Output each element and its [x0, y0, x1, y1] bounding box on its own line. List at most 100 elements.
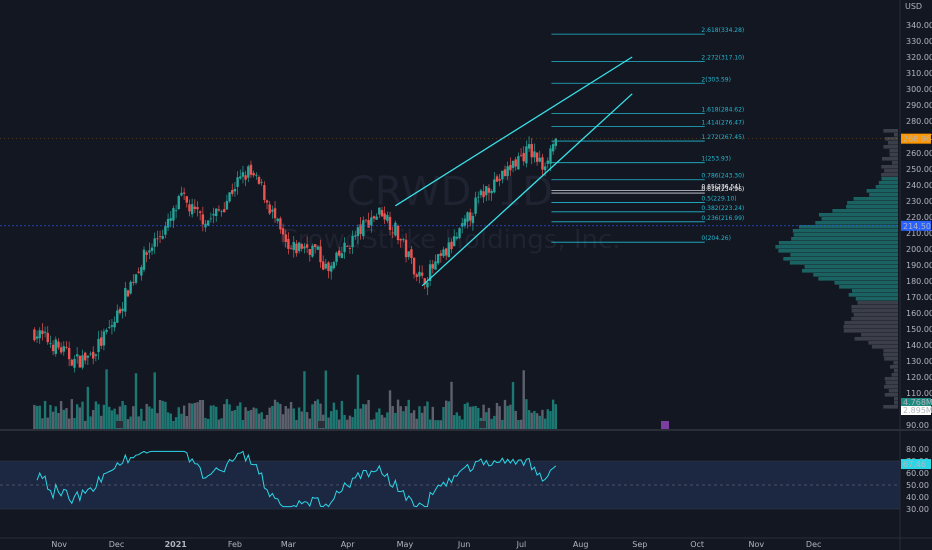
volume-bar — [257, 413, 261, 429]
candle-body — [241, 172, 245, 177]
volume-profile-bar — [889, 365, 898, 369]
volume-bar — [113, 408, 116, 429]
candle-body — [490, 190, 493, 194]
volume-bar — [215, 406, 218, 429]
volume-profile-bar — [891, 373, 898, 377]
currency-label: USD — [905, 2, 922, 11]
volume-bar — [204, 417, 207, 429]
volume-bar — [78, 407, 82, 429]
volume-bar — [426, 401, 429, 429]
volume-bar — [233, 410, 237, 429]
candle-body — [260, 182, 263, 184]
time-tick-label: Oct — [690, 540, 704, 549]
volume-bar — [527, 410, 531, 429]
volume-profile-bar — [871, 345, 898, 349]
volume-bar — [461, 419, 464, 429]
volume-profile-bar — [888, 389, 898, 393]
candle-body — [383, 213, 386, 220]
time-tick-label: Nov — [51, 540, 67, 549]
candle-body — [126, 290, 130, 297]
candle-body — [295, 243, 298, 254]
candle-body — [410, 249, 413, 259]
volume-bar — [281, 414, 285, 429]
fib-level-label: 0.236(216.99) — [701, 215, 744, 222]
earnings-marker[interactable] — [116, 421, 123, 428]
candle-body — [442, 249, 445, 257]
volume-profile-bar — [861, 333, 898, 337]
candle-body — [461, 223, 464, 227]
candle-body — [182, 192, 186, 194]
volume-bar — [145, 403, 148, 429]
volume-bar — [67, 418, 71, 429]
volume-bar — [260, 412, 263, 429]
rsi-line — [36, 450, 557, 508]
candle-body — [338, 250, 341, 256]
last-price-badge-text: 268.96 — [903, 135, 931, 144]
candle-body — [549, 148, 552, 164]
volume-bar — [244, 407, 247, 429]
candle-body — [148, 250, 151, 253]
volume-bar — [92, 410, 95, 429]
volume-bar — [108, 406, 111, 429]
volume-bar — [319, 403, 322, 429]
candle-body — [525, 146, 528, 164]
candle-body — [196, 207, 199, 210]
candle-body — [396, 225, 400, 241]
candle-body — [231, 190, 234, 194]
fibonacci-extension[interactable]: 0(204.26) 0.236(216.99) 0.382(223.24) 0.5(2… — [551, 27, 744, 243]
earnings-marker[interactable] — [479, 421, 486, 428]
candle-body — [161, 236, 164, 239]
candle-body — [46, 332, 49, 343]
volume-bar — [418, 406, 421, 429]
candle-body — [134, 274, 138, 283]
candle-body — [493, 179, 496, 193]
volume-bar — [134, 373, 138, 429]
volume-bar — [284, 406, 287, 429]
fib-level-label: 1.272(267.45) — [701, 134, 744, 141]
volume-profile-bar — [883, 129, 898, 133]
earnings-marker[interactable] — [318, 421, 325, 428]
candle-body — [164, 226, 167, 235]
candle-body — [142, 249, 146, 270]
candle-body — [356, 227, 360, 237]
time-axis[interactable]: Nov Dec 2021 Feb Mar Apr May Jun Jul Aug Sep Oct Nov… — [51, 540, 821, 549]
wedge-upper-line — [395, 56, 633, 207]
volume-bar — [359, 408, 362, 429]
volume-bar — [164, 401, 167, 429]
event-marker[interactable] — [661, 421, 669, 429]
candle-body — [303, 246, 306, 249]
volume-badge-text: 4.768M — [903, 398, 932, 407]
volume-bar — [364, 404, 368, 429]
candle-body — [517, 156, 520, 170]
volume-bar — [394, 412, 397, 429]
volume-bar — [338, 419, 341, 429]
candle-body — [431, 264, 435, 269]
candle-body — [530, 144, 533, 158]
candle-body — [391, 232, 394, 234]
rsi-indicator — [36, 450, 557, 508]
rsi-tick-label: 50.00 — [906, 481, 929, 490]
volume-bar — [442, 406, 445, 429]
volume-bar — [447, 401, 451, 429]
volume-bar — [225, 399, 229, 429]
candle-body — [273, 208, 277, 219]
rising-wedge-lines[interactable] — [395, 56, 633, 287]
candle-body — [450, 241, 453, 250]
volume-bar — [308, 418, 312, 429]
candle-body — [447, 242, 451, 258]
volume-bar — [212, 405, 215, 429]
candle-body — [402, 239, 405, 240]
volume-bars — [33, 369, 558, 429]
volume-ma-badge — [901, 406, 931, 415]
volume-profile-bar — [889, 153, 898, 157]
volume-bar — [423, 406, 426, 429]
volume-profile-bar — [893, 369, 898, 373]
volume-bar — [517, 420, 520, 429]
candle-body — [174, 210, 178, 212]
candle-body — [105, 329, 108, 332]
candle-body — [54, 339, 57, 354]
volume-bar — [268, 407, 271, 429]
volume-bar — [142, 420, 146, 429]
volume-profile-bar — [893, 361, 898, 365]
